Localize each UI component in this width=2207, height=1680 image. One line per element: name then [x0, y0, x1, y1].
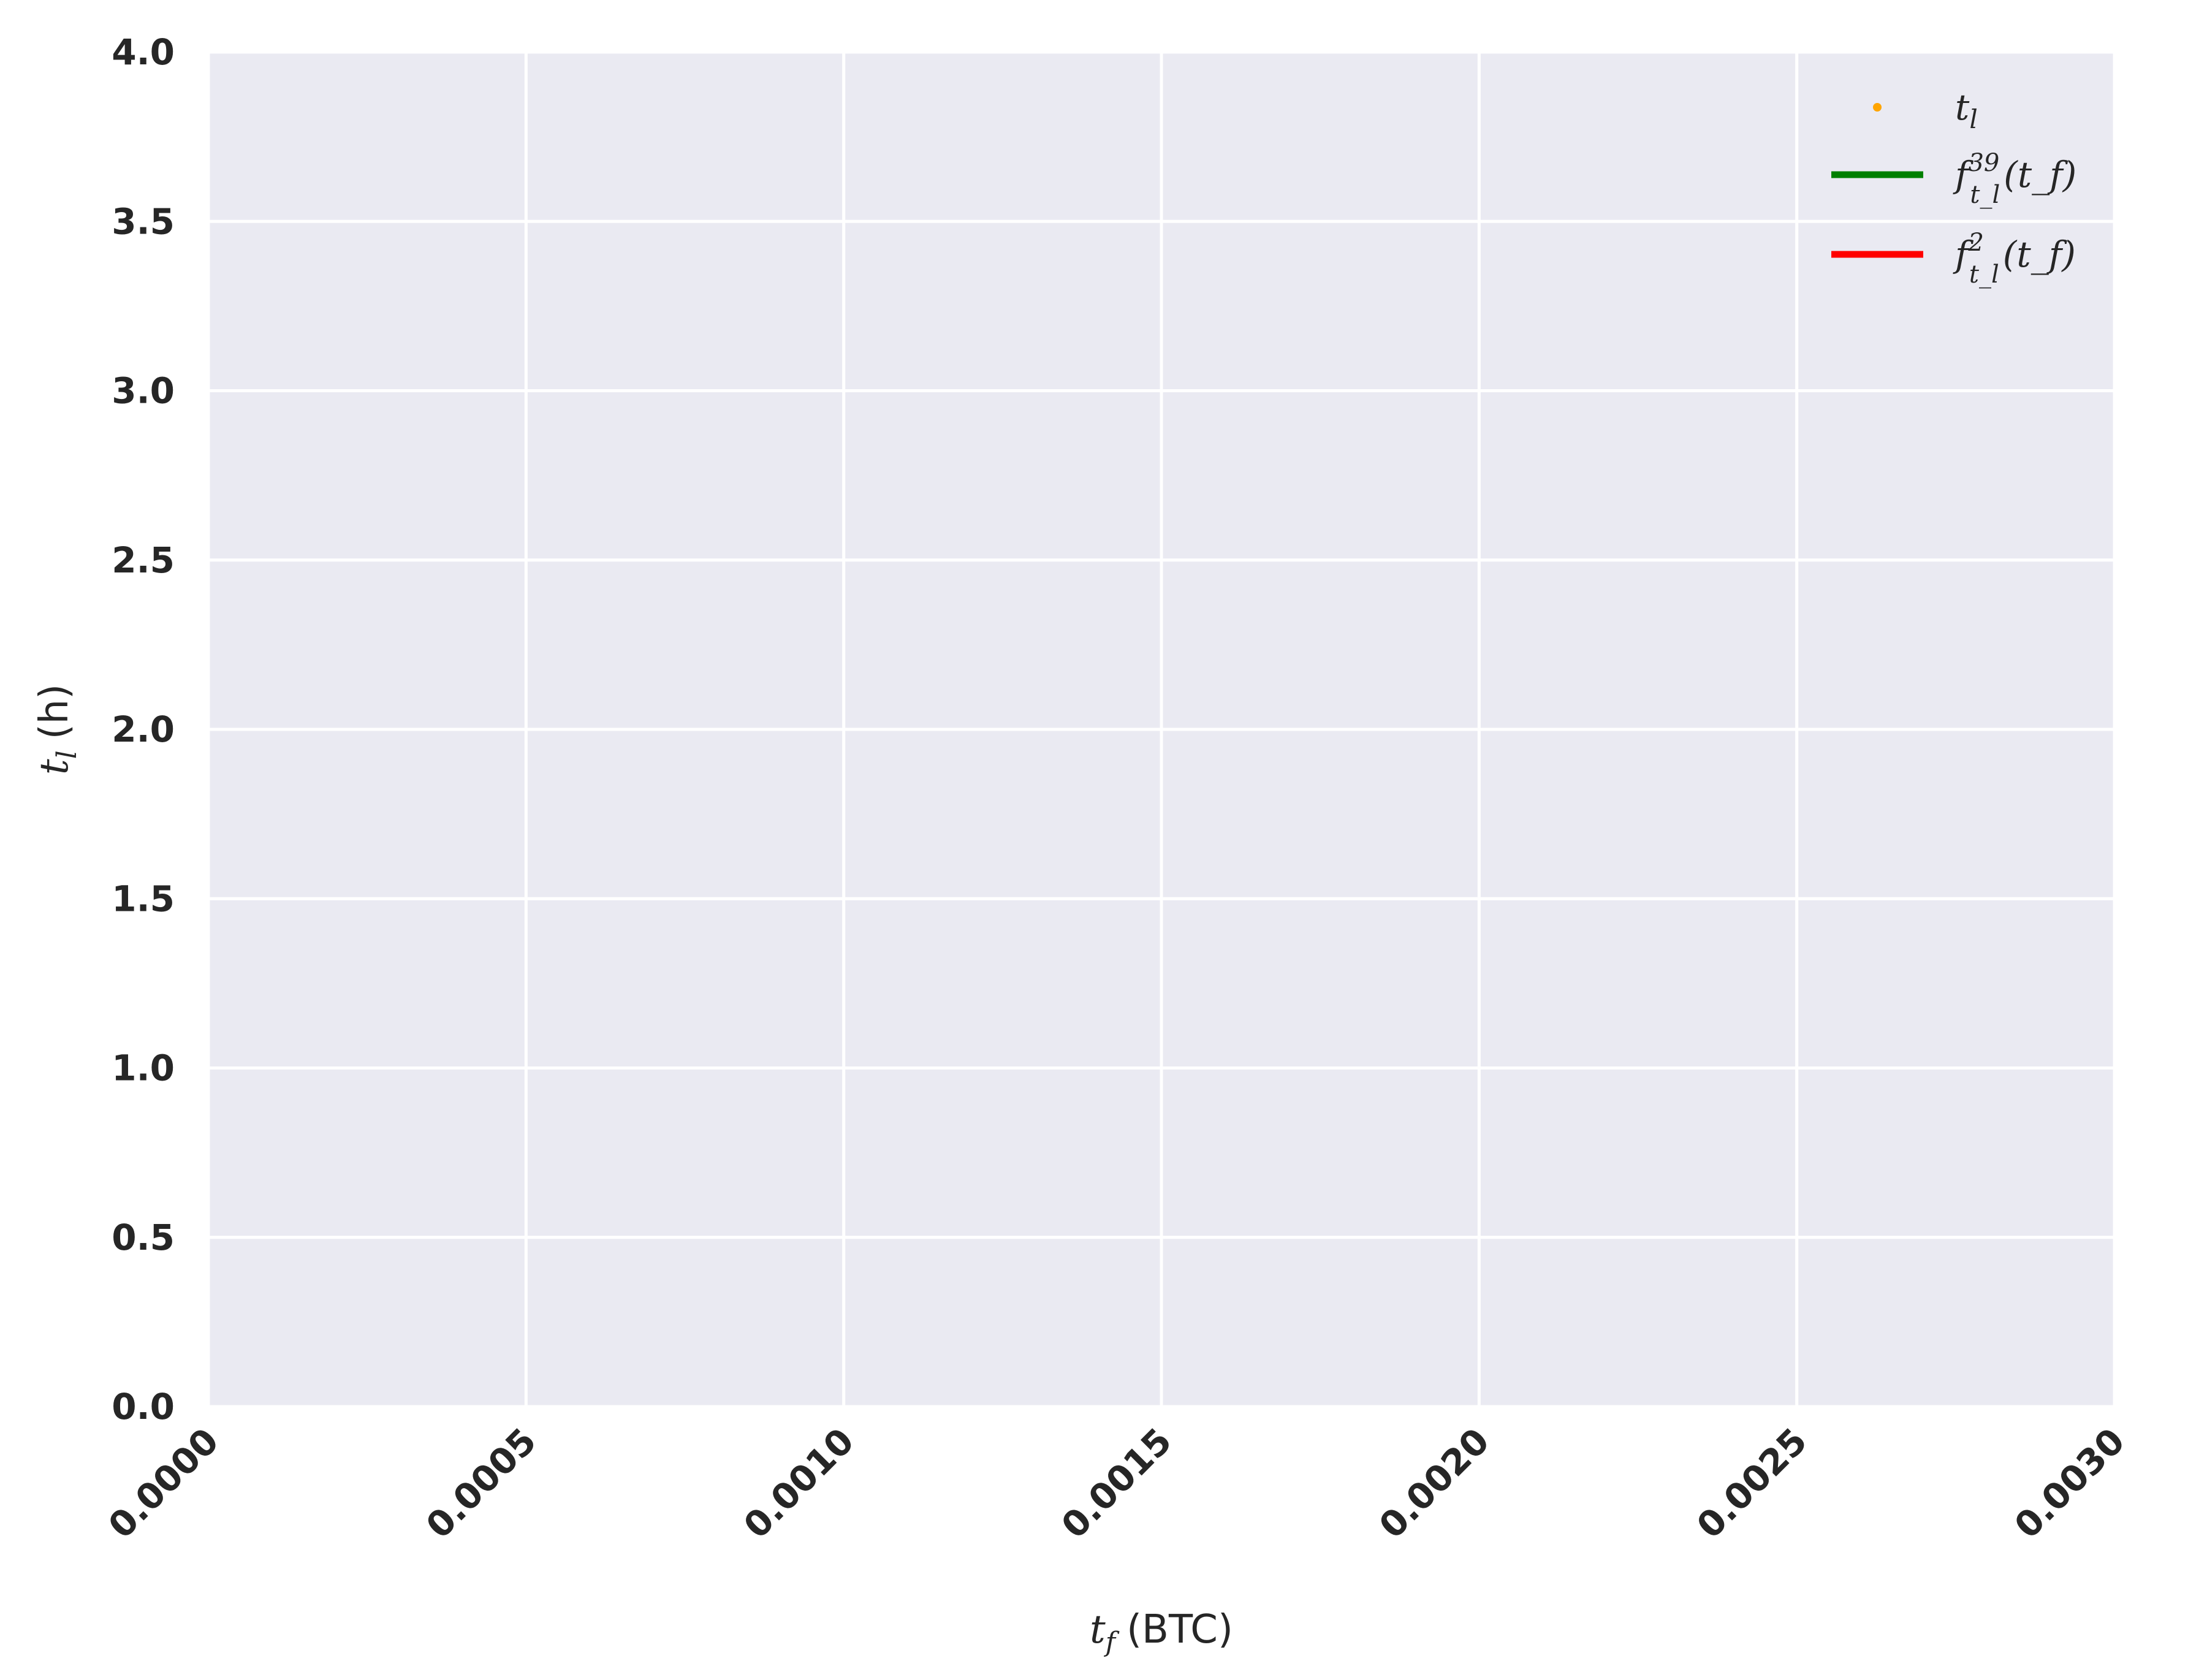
y-label-unit: (h): [32, 684, 77, 740]
x-label-sub: f: [1104, 1627, 1120, 1658]
y-tick-label: 4.0: [112, 31, 175, 73]
legend-item: f39 t_l (t_f): [1831, 149, 2076, 209]
legend-item: tl: [1873, 86, 1978, 134]
x-axis-label: tf (BTC): [1090, 1607, 1233, 1658]
legend-marker: [1873, 103, 1882, 112]
x-tick-label: 0.0020: [1371, 1420, 1497, 1546]
x-tick-label: 0.0015: [1054, 1420, 1180, 1546]
x-axis: 0.0000 0.0005 0.0010 0.0015 0.0020 0.0025 0.00…: [101, 1420, 2133, 1546]
y-axis: 0.0 0.5 1.0 1.5 2.0 2.5 3.0 3.5 4.0: [112, 31, 175, 1427]
y-tick-label: 3.0: [112, 370, 175, 412]
y-tick-label: 3.5: [112, 200, 175, 242]
y-tick-label: 2.5: [112, 539, 175, 581]
legend-label: tl: [1955, 86, 1978, 134]
x-tick-label: 0.0025: [1688, 1420, 1815, 1546]
y-tick-label: 0.5: [112, 1217, 175, 1258]
y-tick-label: 2.0: [112, 709, 175, 750]
y-tick-label: 0.0: [112, 1386, 175, 1427]
y-tick-label: 1.0: [112, 1047, 175, 1089]
legend-label: f2 t_l (t_f): [1953, 229, 2076, 289]
legend-label: f39 t_l (t_f): [1953, 149, 2076, 209]
y-axis-label: tl (h): [32, 684, 83, 775]
legend-item: f2 t_l (t_f): [1831, 229, 2076, 289]
y-label-var: t: [32, 759, 77, 775]
y-tick-label: 1.5: [112, 878, 175, 919]
y-label-sub: l: [51, 750, 83, 759]
grid: [207, 50, 2116, 1408]
x-tick-label: 0.0000: [101, 1420, 227, 1546]
x-tick-label: 0.0010: [735, 1420, 862, 1546]
x-label-unit: (BTC): [1126, 1607, 1233, 1652]
x-tick-label: 0.0030: [2007, 1420, 2133, 1546]
x-tick-label: 0.0005: [418, 1420, 544, 1546]
legend: tl f39 t_l (t_f) f2 t_l (t_f): [1831, 86, 2076, 289]
x-label-var: t: [1090, 1607, 1106, 1652]
